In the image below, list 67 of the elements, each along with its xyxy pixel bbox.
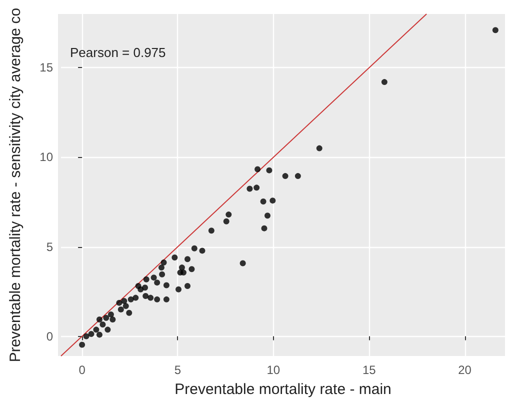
y-tick-label: 5 bbox=[46, 240, 54, 254]
point bbox=[294, 173, 301, 180]
x-tick-label: 10 bbox=[266, 363, 280, 377]
y-tick-label: 10 bbox=[40, 150, 54, 164]
point bbox=[226, 212, 232, 218]
point bbox=[172, 254, 178, 261]
point bbox=[208, 228, 214, 234]
point bbox=[316, 145, 322, 152]
y-tick-label: 0 bbox=[46, 329, 54, 344]
point bbox=[93, 326, 100, 333]
annotation: Pearson = 0.975 bbox=[70, 45, 166, 60]
point bbox=[142, 293, 149, 300]
point bbox=[270, 198, 276, 204]
point bbox=[118, 306, 124, 312]
point bbox=[254, 184, 260, 191]
point bbox=[110, 316, 116, 322]
point bbox=[122, 303, 129, 310]
point bbox=[121, 298, 128, 304]
y-tick-label: 15 bbox=[40, 60, 54, 75]
point bbox=[159, 271, 166, 278]
point bbox=[100, 321, 106, 328]
point bbox=[132, 294, 139, 301]
point bbox=[264, 212, 270, 219]
point bbox=[108, 311, 114, 318]
x-tick-label: 20 bbox=[458, 363, 472, 377]
point bbox=[188, 266, 195, 272]
point bbox=[282, 173, 288, 180]
point bbox=[142, 284, 148, 291]
point bbox=[180, 270, 186, 276]
point bbox=[261, 225, 268, 232]
point bbox=[184, 282, 190, 289]
point bbox=[128, 296, 134, 302]
point bbox=[143, 276, 150, 282]
point bbox=[163, 296, 170, 302]
x-axis-title: Preventable mortality rate - main bbox=[174, 381, 392, 398]
point bbox=[104, 326, 111, 333]
point bbox=[223, 218, 230, 224]
x-tick-label: 5 bbox=[174, 363, 182, 377]
point bbox=[266, 167, 272, 174]
point bbox=[178, 264, 185, 271]
point bbox=[154, 296, 160, 302]
point bbox=[240, 260, 246, 266]
point bbox=[96, 316, 102, 322]
point bbox=[246, 186, 253, 192]
point bbox=[199, 248, 206, 254]
point bbox=[103, 314, 110, 321]
point bbox=[79, 342, 86, 348]
y-axis-title: Preventable mortality rate - sensitivity city average co bbox=[7, 8, 24, 362]
point bbox=[116, 300, 122, 306]
point bbox=[163, 282, 170, 288]
point bbox=[150, 274, 157, 281]
point bbox=[254, 166, 261, 172]
point bbox=[191, 245, 198, 252]
point bbox=[126, 310, 132, 316]
point bbox=[184, 256, 190, 262]
point bbox=[154, 280, 160, 286]
point bbox=[176, 286, 182, 292]
point bbox=[88, 330, 94, 337]
x-tick-label: 15 bbox=[362, 363, 376, 377]
x-tick-label: 0 bbox=[78, 363, 86, 377]
point bbox=[158, 264, 164, 271]
point bbox=[381, 79, 388, 86]
point bbox=[96, 332, 102, 338]
point bbox=[160, 260, 167, 266]
point bbox=[260, 198, 266, 204]
point bbox=[492, 27, 498, 34]
point bbox=[148, 294, 154, 301]
